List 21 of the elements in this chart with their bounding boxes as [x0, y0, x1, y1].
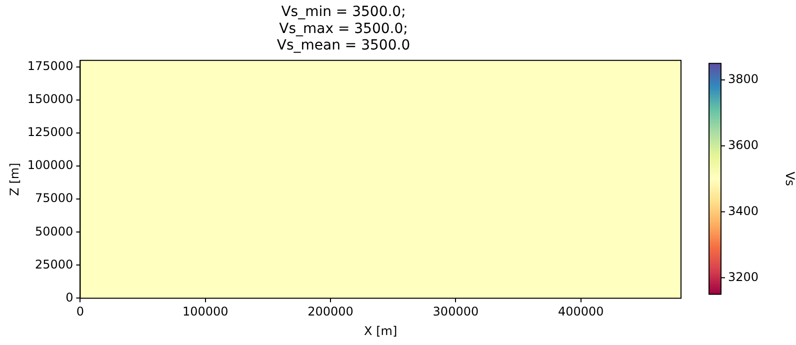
x-tick-label: 100000: [182, 304, 228, 319]
color-bar-title: Vs: [782, 172, 796, 186]
x-tick-label: 400000: [558, 304, 604, 319]
x-tick-label: 200000: [308, 304, 354, 319]
y-tick-label: 75000: [35, 191, 74, 206]
x-tick-label: 300000: [432, 304, 479, 319]
chart-title: Vs_min = 3500.0; Vs_max = 3500.0; Vs_mean = 3500.0: [276, 4, 410, 54]
color-bar-label: 3600: [728, 138, 759, 152]
y-axis-title: Z [m]: [7, 162, 22, 196]
x-axis-title: X [m]: [364, 324, 398, 338]
y-tick-label: 50000: [35, 224, 74, 238]
y-tick-label: 125000: [27, 125, 74, 140]
y-tick-label: 25000: [35, 257, 74, 272]
y-tick-label: 0: [66, 290, 74, 304]
y-tick-label: 150000: [27, 92, 74, 106]
x-tick-label: 0: [76, 304, 84, 319]
y-tick-label: 175000: [27, 59, 74, 74]
color-bar-label: 3200: [728, 270, 759, 284]
y-tick-label: 100000: [27, 158, 74, 172]
color-bar-label: 3800: [728, 72, 759, 86]
color-bar-label: 3400: [728, 204, 759, 218]
